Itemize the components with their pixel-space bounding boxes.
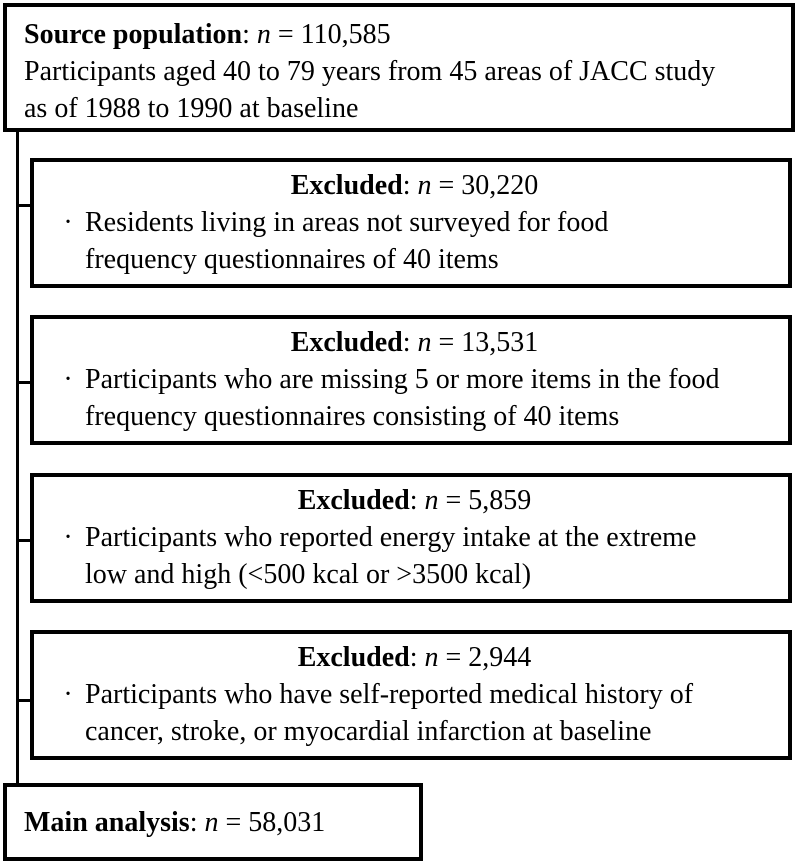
exclusion-reason-text: Residents living in areas not surveyed f… [85, 207, 609, 275]
excluded-box-4: Excluded: n = 2,944 · Participants who h… [30, 630, 792, 760]
bullet-marker: · [63, 207, 73, 238]
bullet-marker: · [63, 679, 73, 710]
excluded-label: Excluded [297, 485, 410, 516]
connector-branch-1 [16, 204, 33, 207]
exclusion-reason: · Participants who reported energy intak… [51, 519, 778, 593]
source-population-description: Participants aged 40 to 79 years from 45… [24, 56, 716, 124]
exclusion-reason: · Participants who have self-reported me… [51, 676, 778, 750]
excluded-box-3: Excluded: n = 5,859 · Participants who r… [30, 473, 792, 603]
excluded-label: Excluded [290, 327, 403, 358]
n-symbol: n [417, 170, 432, 201]
source-population-box: Source population: n = 110,585 Participa… [3, 3, 795, 132]
main-analysis-heading: Main analysis: n = 58,031 [24, 806, 326, 838]
excluded-count: 2,944 [468, 642, 532, 673]
n-symbol: n [424, 485, 439, 516]
source-population-label: Source population [24, 19, 243, 50]
source-population-heading: Source population: n = 110,585 [24, 19, 391, 50]
excluded-heading: Excluded: n = 30,220 [290, 170, 539, 201]
n-symbol: n [204, 806, 219, 838]
connector-branch-3 [16, 539, 33, 542]
bullet-marker: · [63, 522, 73, 553]
main-analysis-label: Main analysis [24, 806, 190, 838]
n-symbol: n [424, 642, 439, 673]
exclusion-reason-text: Participants who reported energy intake … [85, 522, 697, 590]
excluded-count: 13,531 [461, 327, 539, 358]
main-analysis-count: 58,031 [248, 806, 326, 838]
main-analysis-box: Main analysis: n = 58,031 [3, 783, 423, 861]
excluded-heading: Excluded: n = 2,944 [297, 642, 532, 673]
n-symbol: n [417, 327, 432, 358]
excluded-box-2: Excluded: n = 13,531 · Participants who … [30, 315, 792, 445]
exclusion-reason-text: Participants who have self-reported medi… [85, 679, 694, 747]
excluded-label: Excluded [290, 170, 403, 201]
excluded-box-1: Excluded: n = 30,220 · Residents living … [30, 158, 792, 288]
excluded-count: 5,859 [468, 485, 532, 516]
source-population-count: 110,585 [300, 19, 391, 50]
excluded-label: Excluded [297, 642, 410, 673]
excluded-heading: Excluded: n = 5,859 [297, 485, 532, 516]
exclusion-reason: · Participants who are missing 5 or more… [51, 361, 778, 435]
connector-branch-4 [16, 699, 33, 702]
excluded-heading: Excluded: n = 13,531 [290, 327, 539, 358]
exclusion-reason: · Residents living in areas not surveyed… [51, 204, 778, 278]
exclusion-reason-text: Participants who are missing 5 or more i… [85, 364, 720, 432]
connector-vertical-line [16, 132, 19, 783]
excluded-count: 30,220 [461, 170, 539, 201]
bullet-marker: · [63, 364, 73, 395]
connector-branch-2 [16, 381, 33, 384]
n-symbol: n [256, 19, 271, 50]
